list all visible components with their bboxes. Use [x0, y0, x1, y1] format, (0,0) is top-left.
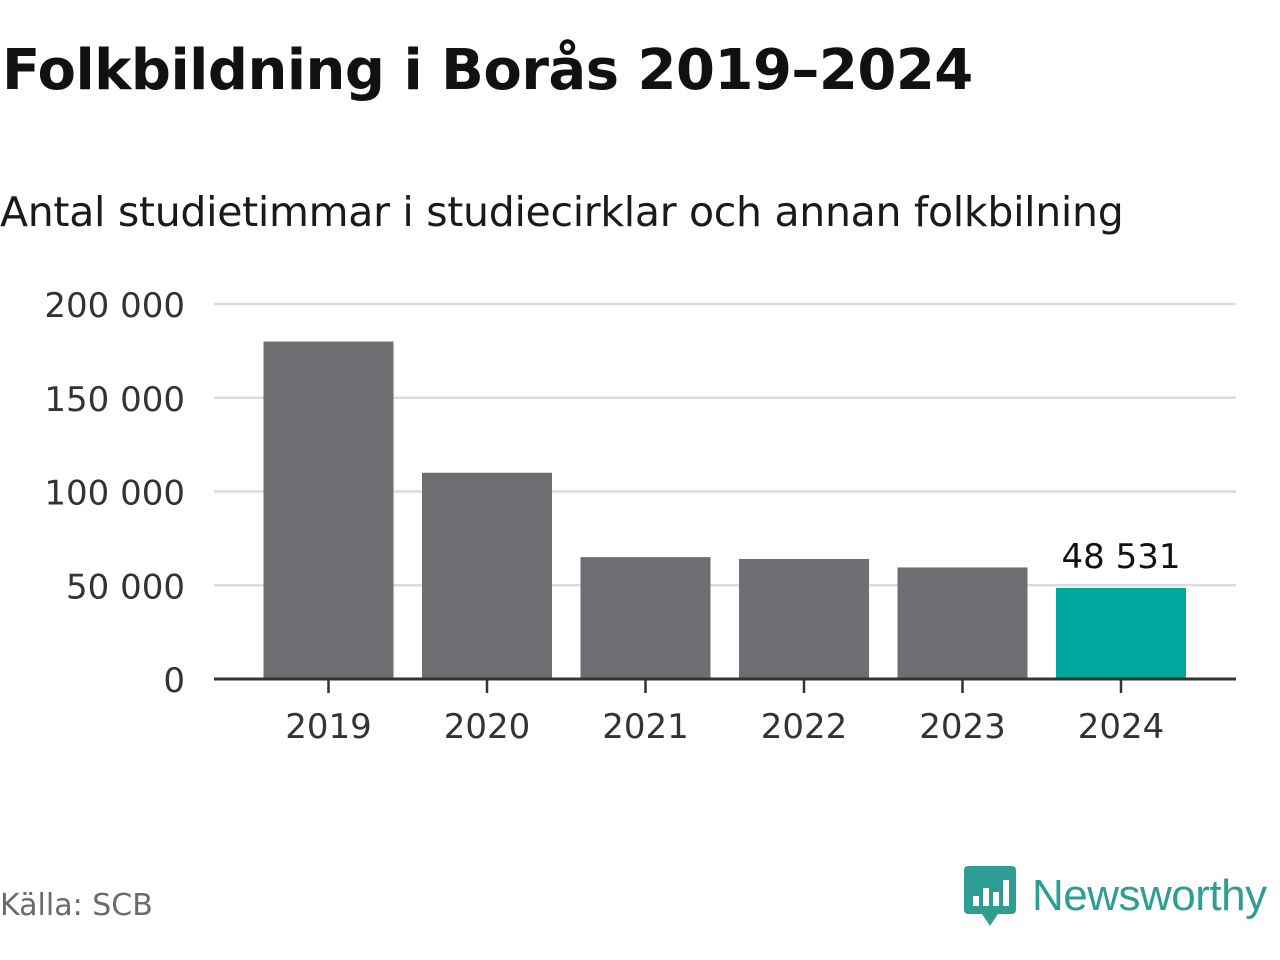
bar-2019 [263, 341, 394, 679]
y-tick-label: 0 [163, 661, 185, 701]
newsworthy-chart-bubble-icon [964, 866, 1016, 926]
x-tick-label: 2024 [1078, 707, 1165, 747]
x-tick-label: 2019 [285, 707, 372, 747]
bar-2024 [1056, 588, 1186, 679]
data-label: 48 531 [1062, 537, 1181, 577]
x-tick-label: 2021 [602, 707, 689, 747]
brand-logo: Newsworthy [964, 866, 1267, 926]
y-tick-label: 200 000 [44, 286, 185, 326]
y-tick-label: 150 000 [44, 380, 185, 420]
x-tick-label: 2020 [444, 707, 531, 747]
x-tick-label: 2022 [761, 707, 848, 747]
y-tick-label: 100 000 [44, 474, 185, 514]
bar-2020 [422, 472, 552, 679]
chart-title: Folkbildning i Borås 2019–2024 [2, 38, 973, 103]
bar-2023 [897, 567, 1028, 679]
x-tick-label: 2023 [919, 707, 1006, 747]
chart-subtitle: Antal studietimmar i studiecirklar och a… [0, 188, 1124, 236]
brand-name: Newsworthy [1032, 871, 1267, 920]
y-tick-label: 50 000 [66, 567, 185, 607]
bar-2022 [739, 559, 869, 679]
source-note: Källa: SCB [0, 888, 153, 923]
bar-2021 [580, 557, 711, 679]
